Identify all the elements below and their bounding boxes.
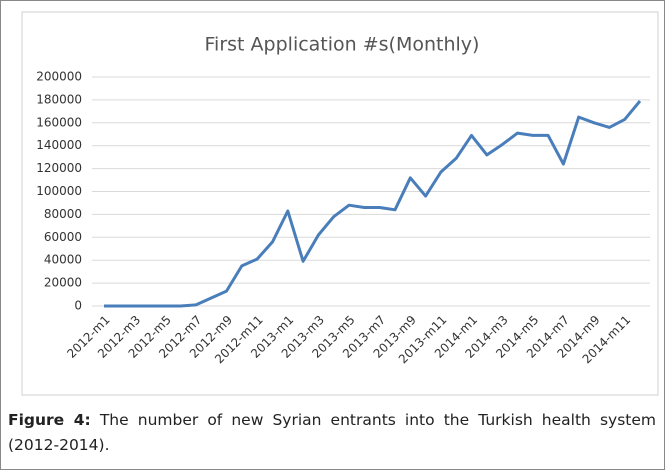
y-tick-label: 40000	[44, 253, 82, 267]
y-tick-label: 180000	[36, 92, 82, 106]
y-tick-label: 100000	[36, 184, 82, 198]
y-tick-label: 200000	[36, 70, 82, 84]
y-tick-label: 0	[74, 299, 82, 313]
y-tick-label: 80000	[44, 207, 82, 221]
caption-text: The number of new Syrian entrants into t…	[8, 411, 656, 454]
y-tick-label: 160000	[36, 115, 82, 129]
y-tick-label: 60000	[44, 230, 82, 244]
chart-title: First Application #s(Monthly)	[205, 34, 480, 56]
y-tick-label: 140000	[36, 138, 82, 152]
caption-label: Figure 4:	[8, 411, 91, 429]
data-line	[104, 100, 642, 308]
y-tick-label: 20000	[44, 276, 82, 290]
y-tick-label: 120000	[36, 161, 82, 175]
caption: Figure 4: The number of new Syrian entra…	[8, 408, 656, 458]
chart-border	[21, 11, 659, 396]
